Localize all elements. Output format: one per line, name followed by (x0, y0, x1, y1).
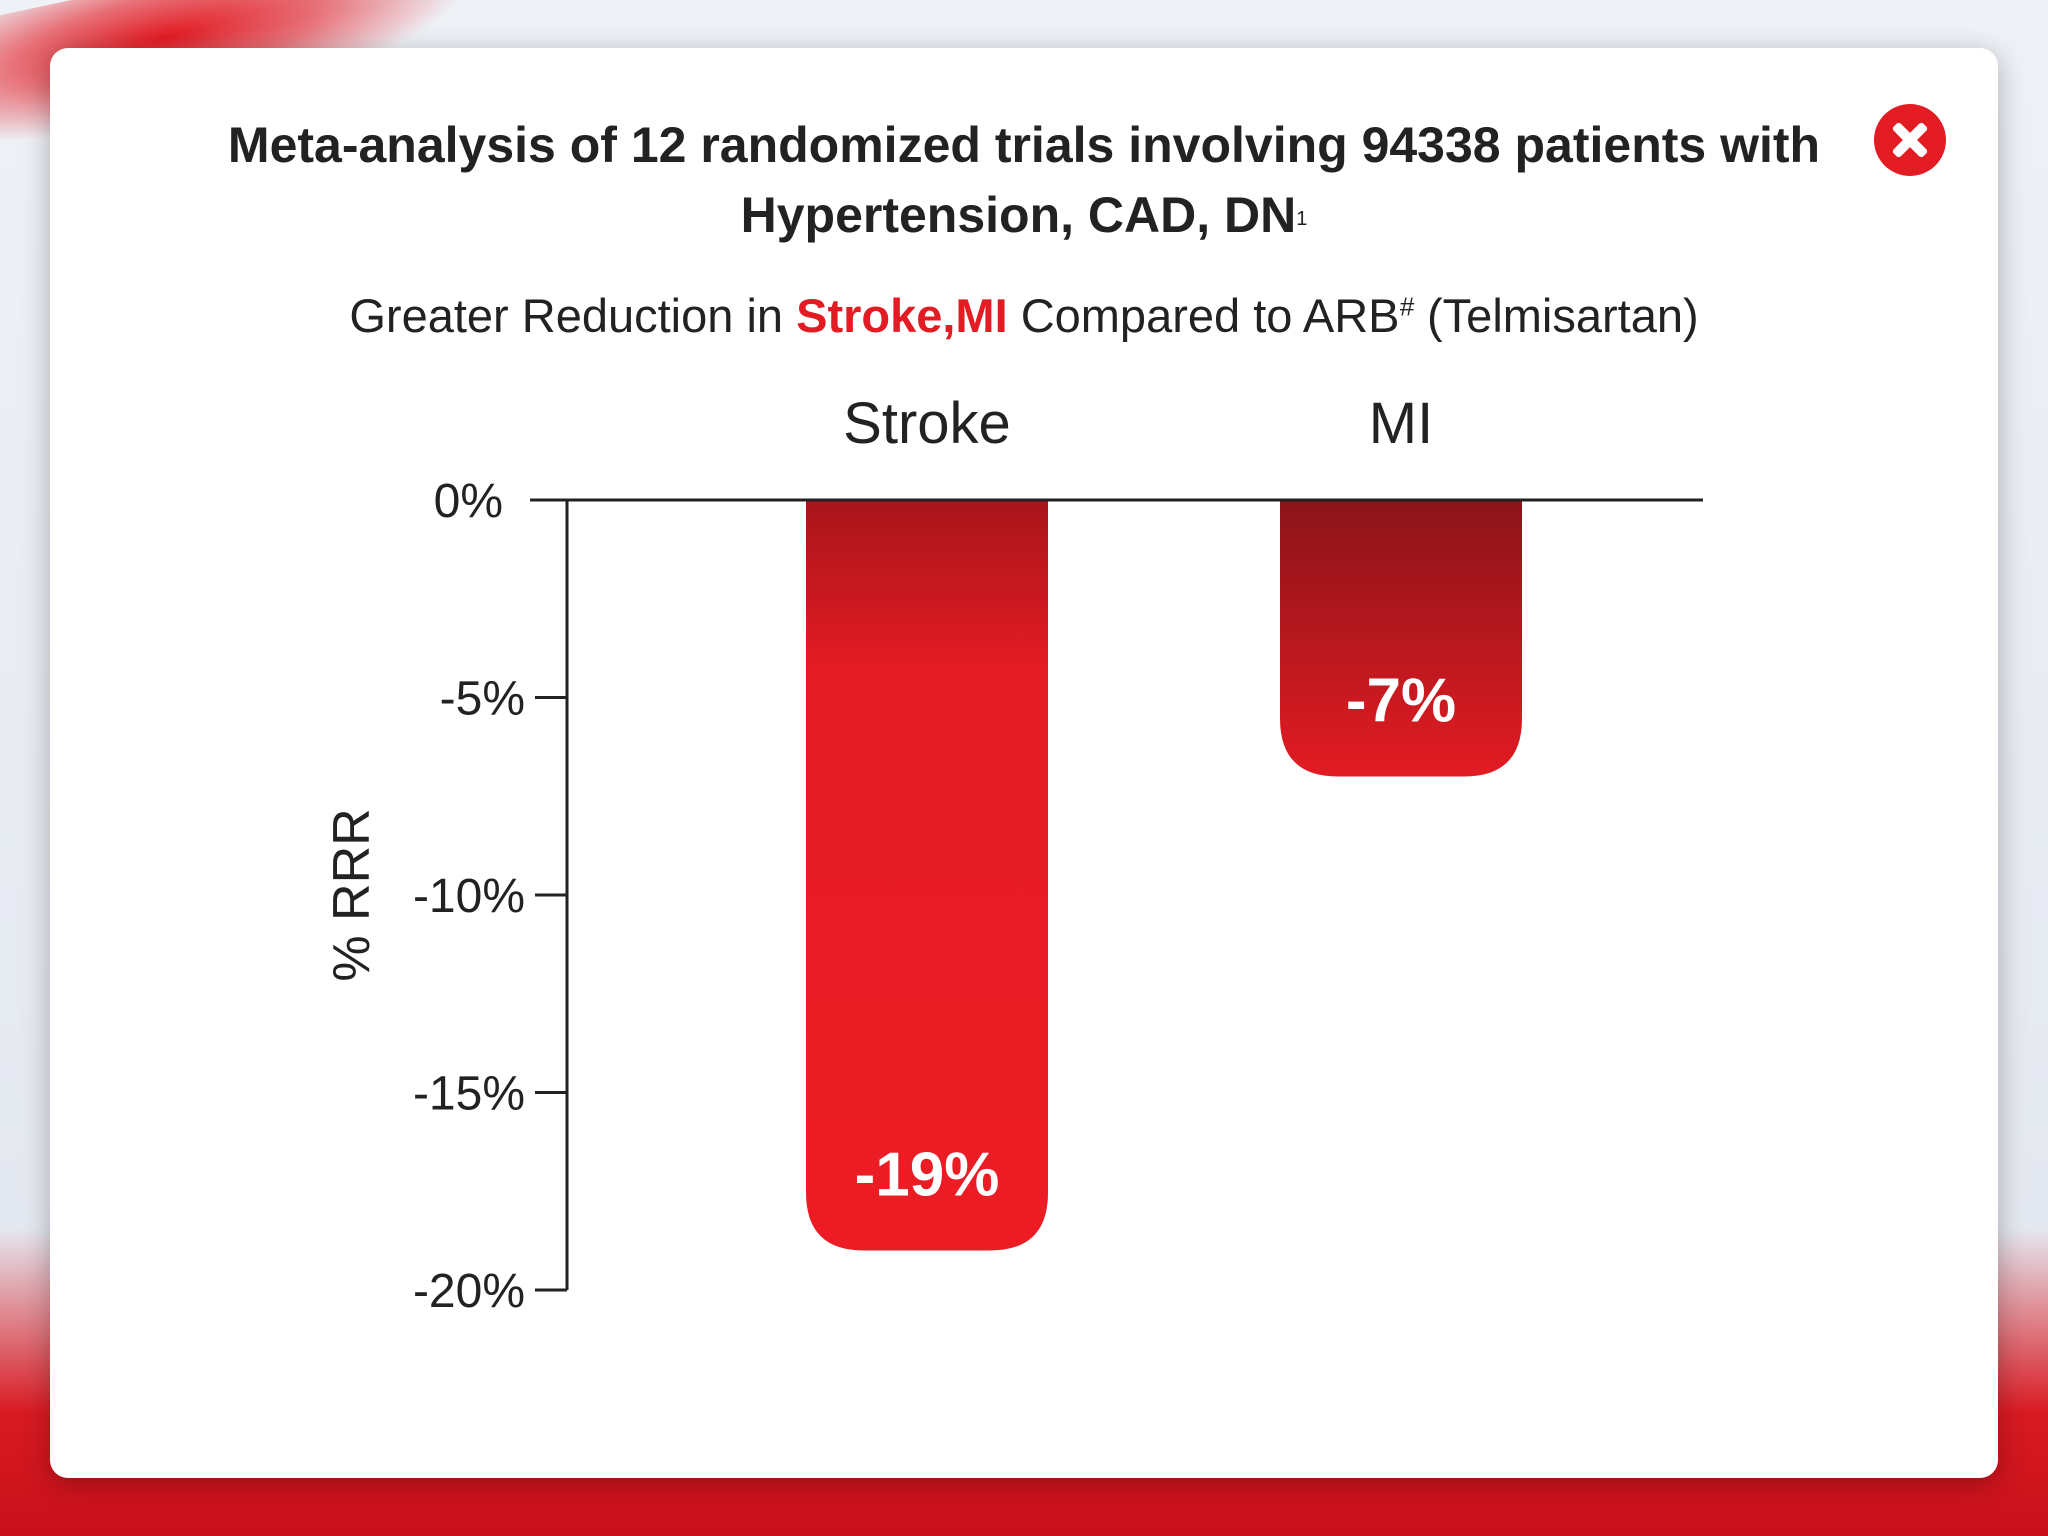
title-line-1: Meta-analysis of 12 randomized trials in… (227, 117, 1821, 173)
bar-stroke (806, 500, 1048, 1251)
subtitle-suffix: (Telmisartan) (1413, 289, 1699, 342)
y-tick-label: -15% (413, 1068, 525, 1121)
y-tick-label: -10% (413, 870, 525, 923)
data-label: -7% (1346, 667, 1456, 736)
bar-mi (1280, 500, 1522, 777)
y-tick-label: -20% (413, 1265, 525, 1318)
subtitle-middle: Compared to ARB (1007, 289, 1400, 342)
close-icon[interactable] (1874, 104, 1946, 176)
title-line-2: Hypertension, CAD, DN (740, 187, 1297, 243)
data-label: -19% (855, 1141, 1000, 1210)
subtitle-superscript: # (1399, 291, 1414, 322)
chart-subtitle: Greater Reduction in Stroke,MI Compared … (0, 288, 2048, 343)
y-tick-label: 0% (434, 475, 503, 528)
subtitle-highlight: Stroke,MI (796, 289, 1008, 342)
category-label: Stroke (843, 391, 1011, 456)
subtitle-prefix: Greater Reduction in (349, 289, 797, 342)
category-label: MI (1369, 391, 1433, 456)
y-tick-label: -5% (440, 673, 525, 726)
page-title: Meta-analysis of 12 randomized trials in… (0, 110, 2048, 250)
title-reference: 1 (1296, 208, 1308, 230)
